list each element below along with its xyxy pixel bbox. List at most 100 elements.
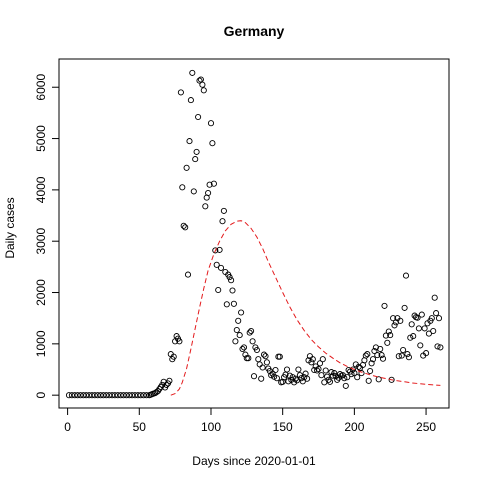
data-point xyxy=(187,97,194,104)
data-point xyxy=(428,315,435,322)
y-tick-label: 6000 xyxy=(34,74,48,101)
scatter-points xyxy=(65,69,444,399)
data-point xyxy=(250,373,258,380)
data-point xyxy=(273,375,280,382)
data-point xyxy=(190,188,197,195)
data-point xyxy=(292,375,299,382)
x-tick-label: 100 xyxy=(201,420,221,434)
data-point xyxy=(236,332,243,339)
data-point xyxy=(331,370,338,377)
data-point xyxy=(371,347,378,355)
data-point xyxy=(216,246,223,253)
data-point xyxy=(328,369,335,376)
data-point xyxy=(229,287,236,294)
data-point xyxy=(316,360,324,367)
data-point xyxy=(88,392,96,399)
data-point xyxy=(318,372,325,379)
y-tick-label: 2000 xyxy=(34,279,48,306)
fitted-curve xyxy=(170,220,441,396)
x-tick-label: 200 xyxy=(344,420,364,434)
data-point xyxy=(390,315,397,322)
data-point xyxy=(131,392,139,399)
data-point xyxy=(238,309,245,316)
data-point xyxy=(255,356,262,363)
data-point xyxy=(374,352,381,359)
y-axis-label: Daily cases xyxy=(3,197,17,258)
data-point xyxy=(387,332,394,339)
data-point xyxy=(285,378,292,385)
data-point xyxy=(408,321,415,328)
data-point xyxy=(364,351,371,358)
data-point xyxy=(91,392,98,399)
data-point xyxy=(379,355,387,362)
data-point xyxy=(421,325,428,332)
data-point xyxy=(268,372,275,379)
data-point xyxy=(367,367,374,375)
data-point xyxy=(407,334,414,341)
data-point xyxy=(195,113,202,121)
data-point xyxy=(269,370,276,377)
data-point xyxy=(240,344,248,351)
data-point xyxy=(134,392,141,399)
data-point xyxy=(260,351,268,358)
data-point xyxy=(417,342,424,349)
y-tick-label: 3000 xyxy=(34,228,48,255)
data-point xyxy=(97,392,104,399)
data-point xyxy=(170,353,177,360)
data-point xyxy=(207,120,215,127)
data-point xyxy=(140,392,147,399)
data-point xyxy=(197,76,204,83)
data-point xyxy=(193,148,200,155)
data-point xyxy=(262,353,269,360)
data-point xyxy=(256,361,263,368)
data-point xyxy=(248,327,255,335)
data-point xyxy=(418,311,425,318)
data-point xyxy=(86,392,93,399)
data-point xyxy=(177,89,184,96)
data-point xyxy=(77,392,84,399)
data-point xyxy=(183,164,190,171)
data-point xyxy=(109,392,116,399)
data-point xyxy=(402,272,410,279)
data-point xyxy=(65,392,73,399)
data-point xyxy=(358,370,365,377)
data-point xyxy=(324,373,331,380)
data-point xyxy=(196,77,203,84)
x-tick-label: 50 xyxy=(133,420,147,434)
data-point xyxy=(437,344,444,351)
data-point xyxy=(298,375,305,382)
data-point xyxy=(342,382,349,389)
data-point xyxy=(272,366,279,374)
data-point xyxy=(239,345,246,353)
data-point xyxy=(210,180,217,187)
data-point xyxy=(299,378,306,385)
data-point xyxy=(246,329,253,336)
data-point xyxy=(425,330,432,337)
data-point xyxy=(219,218,226,225)
data-point xyxy=(74,392,81,399)
data-point xyxy=(166,377,173,384)
data-point xyxy=(71,392,78,399)
data-point xyxy=(114,392,121,399)
data-point xyxy=(430,327,437,335)
data-point xyxy=(397,317,404,324)
x-tick-label: 250 xyxy=(416,420,436,434)
x-tick-label: 0 xyxy=(64,420,71,434)
data-point xyxy=(308,359,315,366)
data-point xyxy=(202,203,209,210)
data-point xyxy=(345,366,352,374)
data-point xyxy=(385,328,392,335)
plot-area xyxy=(65,69,444,399)
data-point xyxy=(368,360,375,367)
data-point xyxy=(235,317,242,324)
data-point xyxy=(276,353,283,360)
data-point xyxy=(215,286,222,294)
data-point xyxy=(192,156,199,163)
data-point xyxy=(314,367,321,374)
data-point xyxy=(311,366,318,374)
data-point xyxy=(143,392,150,399)
data-point xyxy=(200,87,207,94)
data-point xyxy=(94,392,101,399)
data-point xyxy=(212,247,219,254)
